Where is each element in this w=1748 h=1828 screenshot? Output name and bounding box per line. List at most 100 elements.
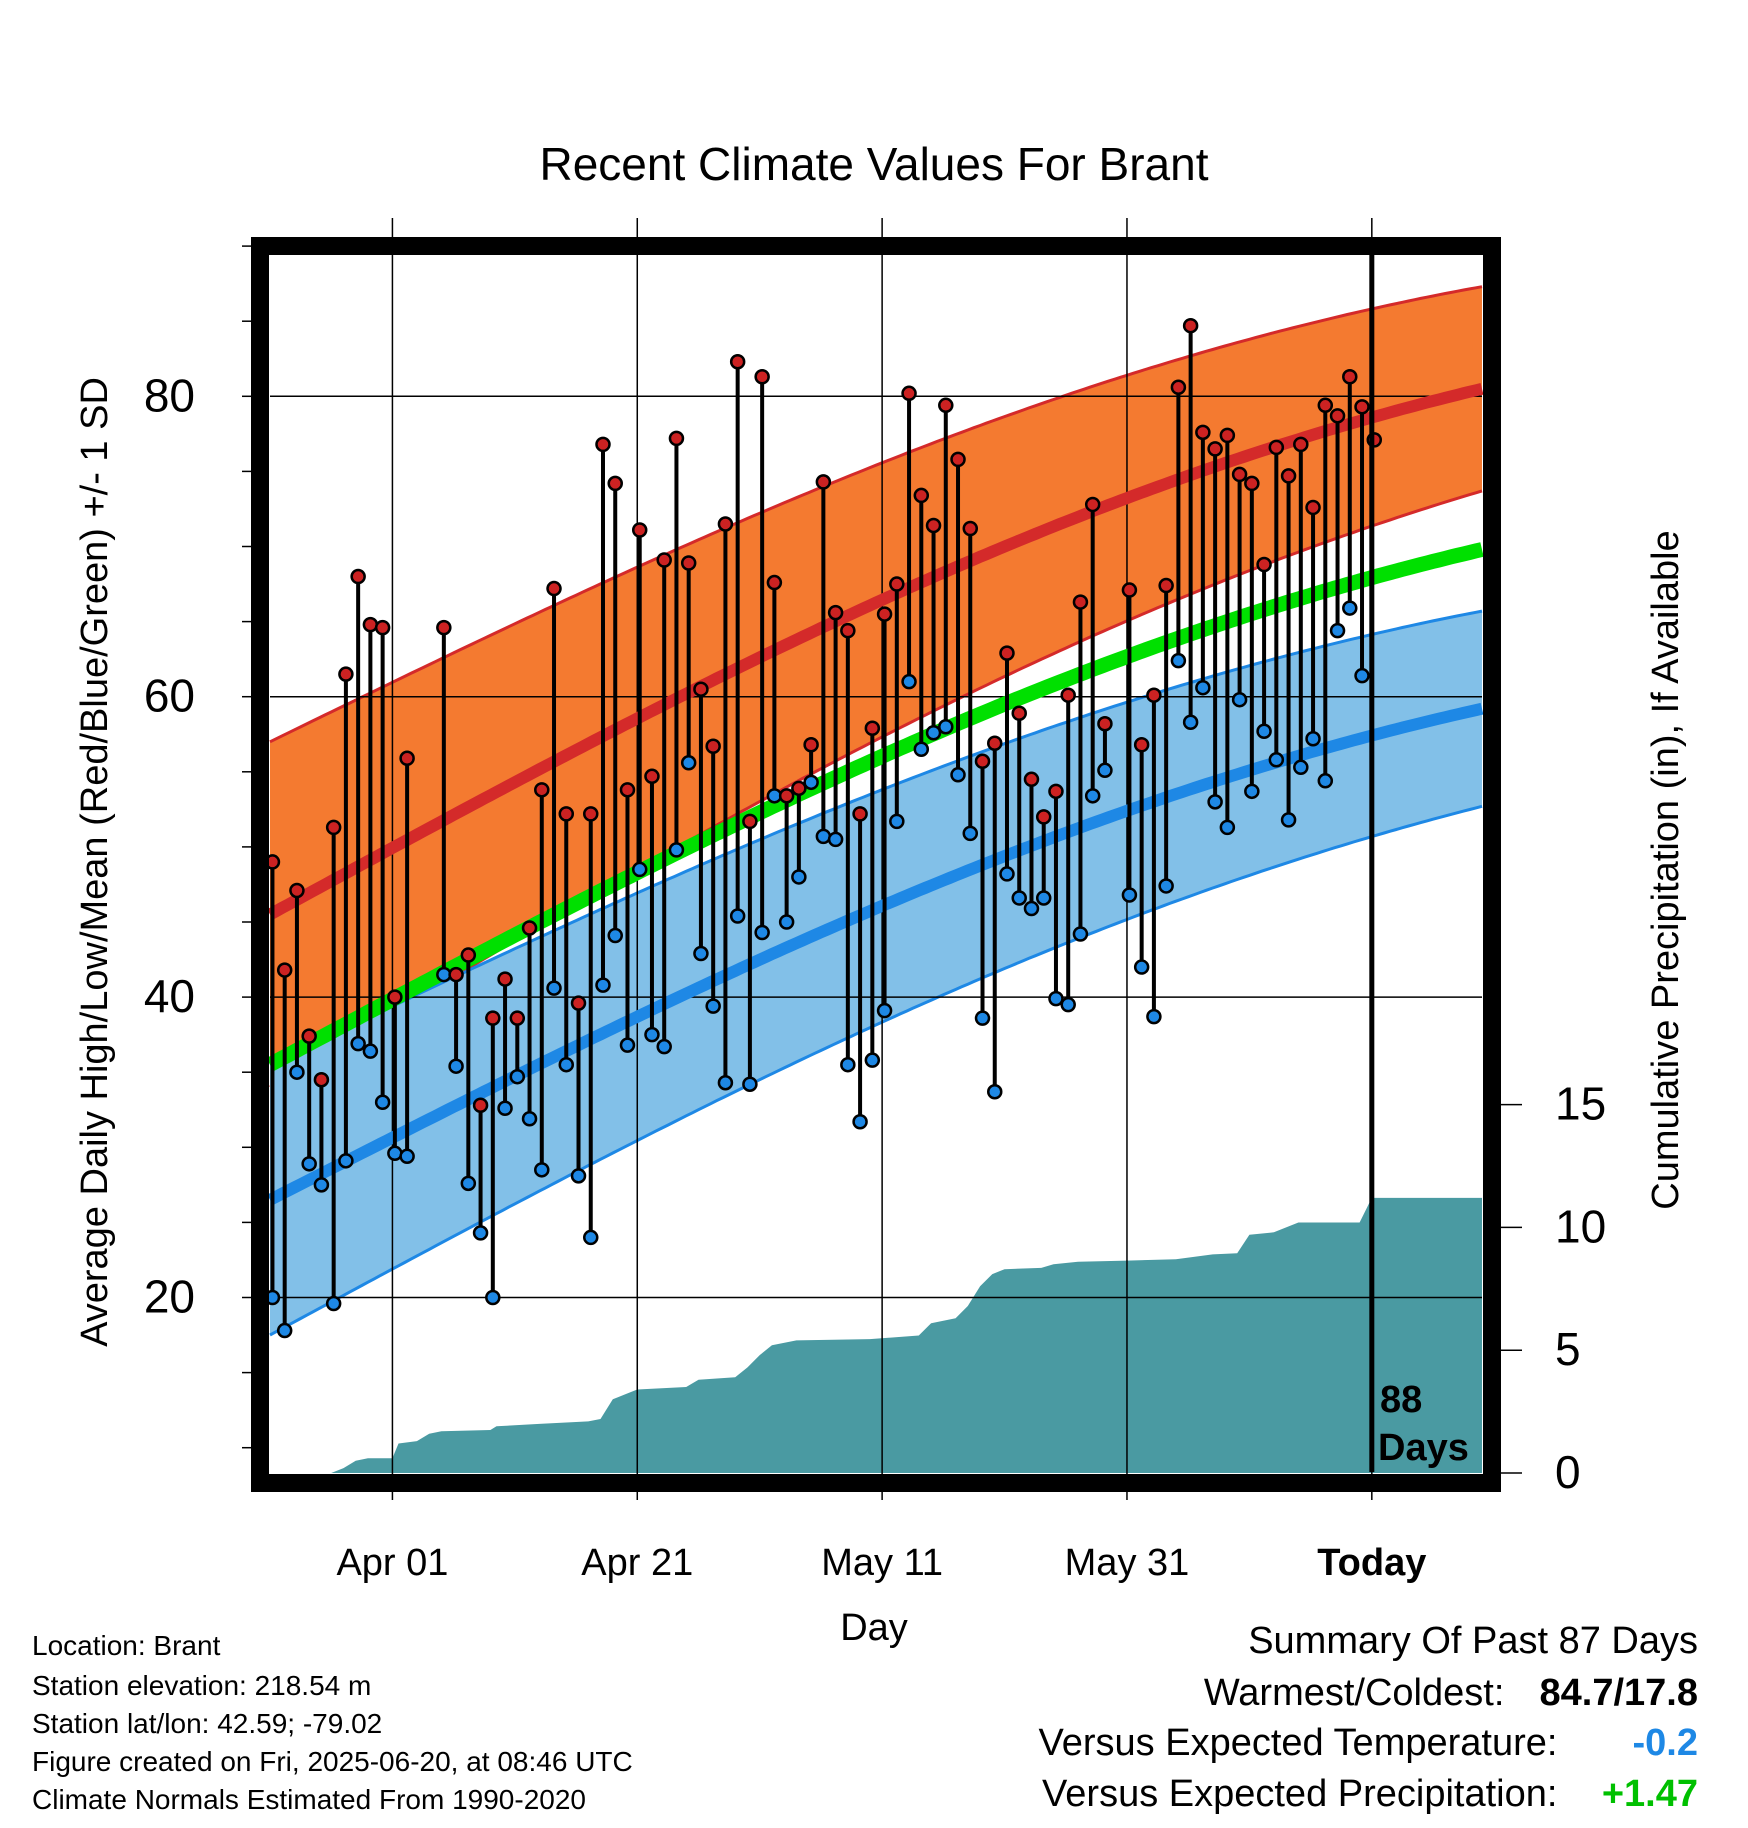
daily-high-point [852, 806, 868, 822]
daily-dots [264, 317, 1383, 1339]
y-left-tick-label: 40 [144, 970, 195, 1022]
precip-label: Versus Expected Precipitation: [1042, 1773, 1558, 1815]
y-right-tick-label: 0 [1555, 1446, 1581, 1498]
daily-high-point [668, 430, 685, 447]
daily-low-point [791, 869, 807, 885]
daily-low-point [1121, 887, 1138, 903]
daily-high-point [1231, 466, 1248, 483]
daily-low-point [350, 1035, 366, 1052]
daily-low-point [1146, 1008, 1162, 1025]
daily-low-point [852, 1114, 868, 1130]
daily-high-point [815, 474, 832, 490]
axes: Apr 01 Apr 21 May 11 May 31 Today 20 40 60 80 0 5 1… [144, 245, 1606, 1584]
daily-high-point [729, 354, 746, 370]
x-tick-label: Apr 21 [581, 1542, 693, 1584]
daily-low-point [668, 842, 685, 858]
daily-low-point [387, 1145, 403, 1162]
plot-frame [251, 237, 1501, 1492]
daily-high-point [717, 516, 734, 532]
daily-low-point [693, 945, 709, 962]
x-tick-label: May 31 [1065, 1542, 1190, 1584]
daily-high-point [1207, 441, 1223, 457]
daily-low-point [472, 1225, 489, 1241]
daily-low-point [938, 718, 954, 735]
daily-low-point [325, 1295, 342, 1312]
daily-high-point [1268, 439, 1285, 456]
daily-high-point [1158, 577, 1174, 594]
daily-high-point [680, 555, 697, 571]
daily-low-point [644, 1026, 660, 1043]
daily-low-point [1084, 788, 1101, 804]
low-sd-lower-edge [269, 804, 1483, 1337]
daily-high-point [276, 962, 293, 978]
daily-high-point [607, 475, 623, 492]
daily-low-point [1268, 752, 1285, 768]
daily-low-point [1317, 773, 1334, 789]
temp-label: Versus Expected Temperature: [1038, 1722, 1558, 1764]
daily-high-point [338, 666, 354, 682]
daily-high-point [1305, 499, 1321, 516]
daily-high-point [656, 552, 672, 568]
daily-low-point [1256, 723, 1272, 739]
summary-heading: Summary Of Past 87 Days [1248, 1620, 1698, 1662]
daily-high-point [619, 782, 636, 798]
daily-high-point [1342, 369, 1358, 385]
daily-high-point [325, 819, 342, 836]
daily-low-point [1329, 622, 1346, 639]
daily-high-point [1048, 783, 1064, 800]
daily-low-point [289, 1064, 305, 1080]
daily-low-point [962, 825, 979, 842]
daily-low-point [1072, 926, 1089, 942]
daily-high-point [362, 616, 379, 633]
daily-low-point [1207, 794, 1223, 810]
warm-cold-value: 84.7/17.8 [1539, 1672, 1698, 1714]
daily-low-point [974, 1010, 991, 1026]
daily-low-point [680, 755, 697, 771]
chart-title: Recent Climate Values For Brant [540, 138, 1209, 190]
daily-high-point [1195, 424, 1211, 441]
info-latlon: Station lat/lon: 42.59; -79.02 [32, 1708, 383, 1739]
daily-high-point [350, 568, 366, 585]
x-tick-label: May 11 [821, 1542, 943, 1584]
daily-low-point [876, 1002, 893, 1019]
daily-low-point [485, 1289, 501, 1306]
daily-low-point [1244, 783, 1260, 800]
daily-low-point [374, 1094, 391, 1110]
y-right-tick-label: 15 [1555, 1078, 1606, 1130]
high-sd-lower-edge [269, 489, 1483, 1089]
daily-low-point [1293, 759, 1309, 776]
daily-low-point [301, 1156, 317, 1172]
daily-low-point [509, 1068, 526, 1085]
daily-low-point [656, 1038, 672, 1055]
daily-high-point [1023, 771, 1040, 788]
daily-low-point [778, 914, 795, 930]
daily-low-point [313, 1177, 330, 1193]
summary-precip: Versus Expected Precipitation: +1.47 [1042, 1773, 1698, 1816]
daily-low-point [570, 1168, 587, 1184]
daily-high-point [460, 947, 477, 963]
daily-high-point [558, 806, 575, 822]
daily-low-point [276, 1322, 293, 1339]
daily-high-point [583, 806, 599, 822]
daily-high-point [925, 517, 942, 534]
daily-low-point [864, 1052, 881, 1068]
low-sd-upper-edge [269, 609, 1483, 1067]
daily-range-bars [270, 325, 1365, 1331]
daily-high-point [289, 882, 305, 899]
daily-high-point [1244, 475, 1260, 492]
daily-low-point [595, 977, 611, 993]
today-days-label-number: 88 [1380, 1379, 1422, 1421]
daily-high-point [803, 737, 819, 753]
daily-high-point [1084, 496, 1101, 513]
daily-high-point [999, 645, 1015, 661]
temp-value: -0.2 [1632, 1722, 1698, 1764]
daily-high-point [399, 750, 415, 767]
plot-border [251, 237, 1501, 1492]
daily-high-point [876, 606, 893, 622]
daily-low-point [742, 1076, 758, 1092]
daily-high-point [1280, 468, 1297, 484]
daily-high-point [791, 780, 807, 797]
daily-low-point [558, 1056, 575, 1073]
summary-temp: Versus Expected Temperature: -0.2 [1039, 1722, 1698, 1765]
